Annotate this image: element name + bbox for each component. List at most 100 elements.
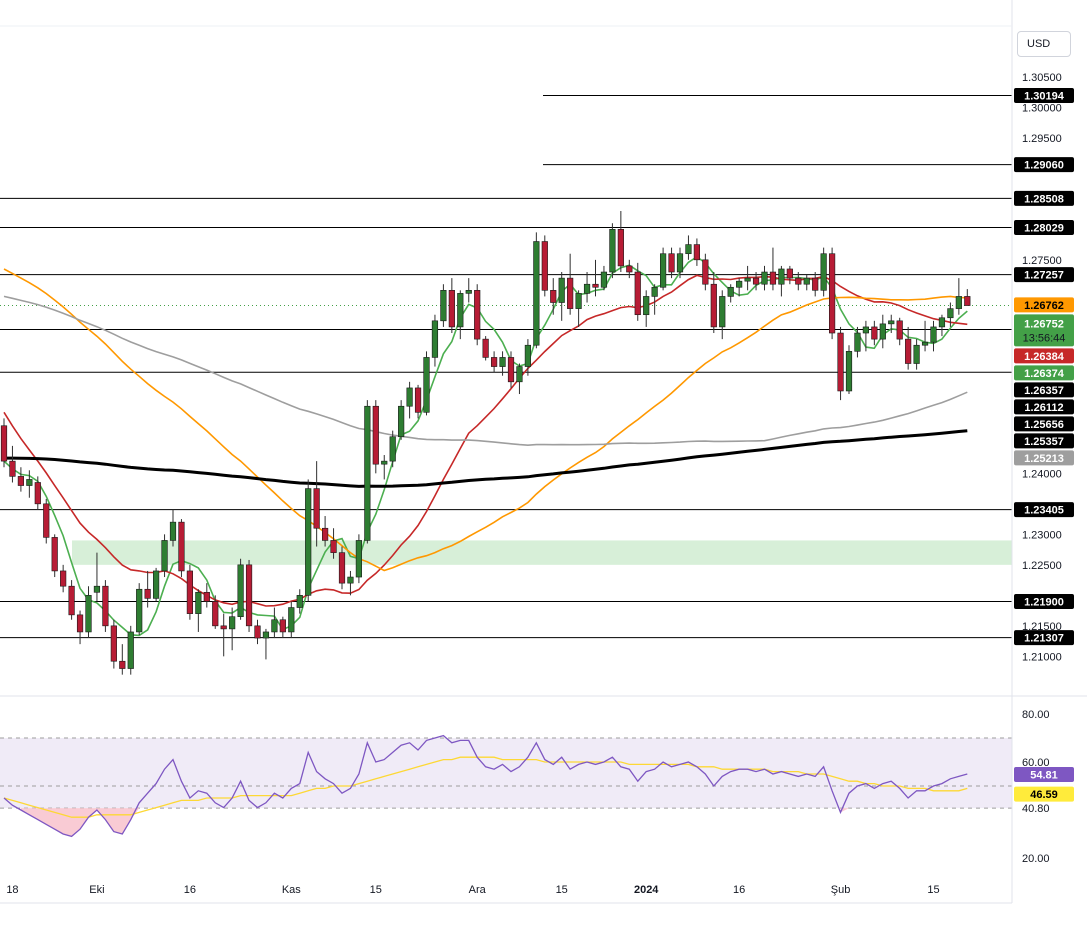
- candle[interactable]: [702, 253, 709, 291]
- candle[interactable]: [888, 314, 895, 334]
- candle[interactable]: [279, 616, 286, 639]
- candle[interactable]: [744, 265, 751, 291]
- candle[interactable]: [634, 262, 641, 321]
- candle[interactable]: [457, 290, 464, 340]
- candle[interactable]: [372, 400, 379, 474]
- candle[interactable]: [60, 564, 67, 593]
- candle[interactable]: [465, 278, 472, 303]
- candle[interactable]: [313, 461, 320, 547]
- candle[interactable]: [710, 272, 717, 334]
- candle[interactable]: [676, 247, 684, 279]
- candle[interactable]: [431, 314, 439, 367]
- candle[interactable]: [668, 247, 675, 279]
- candle[interactable]: [575, 290, 582, 327]
- candle[interactable]: [338, 546, 346, 590]
- candle[interactable]: [144, 570, 151, 608]
- candle[interactable]: [305, 479, 312, 602]
- candle[interactable]: [51, 534, 58, 578]
- candle[interactable]: [879, 314, 886, 349]
- candle[interactable]: [93, 552, 101, 602]
- candle[interactable]: [9, 445, 16, 483]
- candle[interactable]: [643, 290, 650, 327]
- candle[interactable]: [43, 498, 50, 544]
- candle[interactable]: [693, 238, 700, 266]
- candle[interactable]: [110, 619, 117, 669]
- candle[interactable]: [600, 265, 608, 291]
- candle[interactable]: [26, 470, 33, 498]
- candle[interactable]: [161, 534, 168, 578]
- candle[interactable]: [169, 509, 177, 547]
- candle[interactable]: [448, 278, 455, 334]
- candle[interactable]: [685, 235, 692, 260]
- candle[interactable]: [583, 272, 591, 303]
- candle[interactable]: [617, 211, 624, 273]
- candle[interactable]: [17, 467, 25, 492]
- candle[interactable]: [85, 586, 92, 639]
- candle[interactable]: [355, 534, 363, 584]
- candle[interactable]: [837, 326, 844, 401]
- candle[interactable]: [769, 247, 777, 291]
- candle[interactable]: [499, 351, 506, 376]
- candle[interactable]: [127, 625, 134, 675]
- candle[interactable]: [567, 253, 574, 315]
- candle[interactable]: [719, 290, 726, 340]
- candle[interactable]: [947, 302, 954, 327]
- candle[interactable]: [592, 259, 599, 297]
- candle[interactable]: [803, 275, 810, 291]
- candle[interactable]: [921, 320, 929, 352]
- candle[interactable]: [271, 607, 278, 639]
- candle[interactable]: [212, 595, 219, 629]
- candle[interactable]: [34, 476, 41, 510]
- candle[interactable]: [68, 580, 75, 620]
- candle[interactable]: [136, 583, 143, 635]
- candle[interactable]: [761, 265, 768, 291]
- candle[interactable]: [795, 272, 802, 291]
- candle[interactable]: [186, 564, 194, 620]
- candle[interactable]: [474, 284, 481, 346]
- candle[interactable]: [490, 351, 498, 373]
- candle[interactable]: [507, 351, 515, 388]
- candle[interactable]: [440, 284, 447, 327]
- candle[interactable]: [245, 559, 253, 632]
- candle[interactable]: [347, 570, 354, 596]
- candle[interactable]: [0, 418, 8, 468]
- candle[interactable]: [220, 613, 227, 657]
- candle[interactable]: [229, 607, 236, 651]
- candle[interactable]: [913, 339, 920, 370]
- candle[interactable]: [524, 339, 531, 376]
- candle[interactable]: [76, 610, 84, 645]
- time-axis[interactable]: 18 Eki 16 Kas 15 Ara 15 2024 16 Şub 15: [6, 884, 939, 896]
- candle[interactable]: [254, 619, 261, 645]
- candle[interactable]: [558, 272, 565, 321]
- candle[interactable]: [321, 516, 329, 547]
- candle[interactable]: [854, 326, 861, 358]
- candle[interactable]: [752, 272, 760, 291]
- candle[interactable]: [820, 247, 827, 297]
- candle[interactable]: [423, 351, 430, 416]
- candle[interactable]: [626, 259, 633, 279]
- candle[interactable]: [651, 284, 658, 315]
- candle[interactable]: [871, 320, 878, 346]
- price-axis[interactable]: 1.30500 1.30000 1.29500 1.27500 1.24000 1.230…: [1022, 72, 1062, 865]
- candle[interactable]: [516, 363, 523, 395]
- candle[interactable]: [845, 345, 853, 395]
- candle[interactable]: [609, 223, 616, 279]
- candle[interactable]: [550, 278, 557, 315]
- candle[interactable]: [389, 430, 396, 468]
- candle[interactable]: [414, 384, 422, 419]
- candle[interactable]: [381, 455, 388, 480]
- candle[interactable]: [541, 235, 548, 297]
- candlesticks[interactable]: [0, 211, 971, 675]
- candle[interactable]: [828, 247, 836, 340]
- candle[interactable]: [862, 320, 869, 352]
- candle[interactable]: [727, 284, 734, 303]
- candle[interactable]: [296, 589, 303, 614]
- candle[interactable]: [330, 528, 337, 559]
- candle[interactable]: [930, 320, 937, 352]
- candle[interactable]: [102, 580, 109, 632]
- currency-selector[interactable]: USD: [1017, 31, 1071, 57]
- candle[interactable]: [812, 272, 819, 297]
- candle[interactable]: [955, 278, 962, 315]
- candle[interactable]: [119, 644, 126, 675]
